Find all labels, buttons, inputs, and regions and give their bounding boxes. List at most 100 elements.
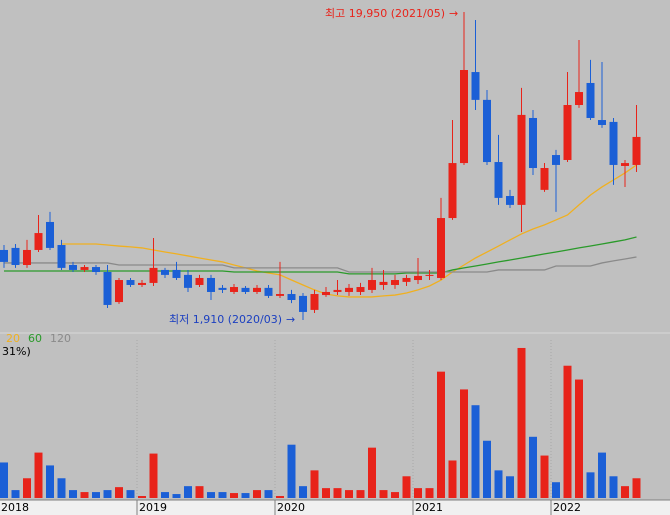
volume-bar [218,492,227,498]
candle-body [356,287,365,292]
x-tick-label: 2019 [139,501,167,514]
candle-body [103,271,112,305]
volume-bar [115,487,123,498]
candle-body [80,267,89,270]
volume-bar [287,444,296,498]
candle-body [529,117,537,169]
volume-bar [57,478,66,498]
candle-body [218,287,227,290]
volume-bar [632,478,641,498]
volume-bar [586,472,595,498]
ma-line [4,236,637,275]
volume-bar [471,405,480,498]
candle-body [552,155,560,165]
volume-bar [149,453,158,498]
candle-body [172,269,181,278]
volume-bar [253,490,261,498]
volume-bar [333,488,342,498]
volume-bar [138,496,146,498]
volume-label: 31%) [2,345,31,358]
low-arrow: → [286,313,295,326]
volume-bar [264,490,273,498]
candle-body [563,105,572,160]
x-tick-label: 2021 [415,501,443,514]
candle-body [575,92,583,106]
candle-body [310,294,319,310]
candle-body [230,287,238,292]
candle-body [333,289,342,292]
volume-bar [0,462,8,498]
candle-body [414,275,422,281]
candle-body [253,287,261,292]
candle-body [0,249,8,262]
volume-bar [172,494,181,498]
x-tick-label: 2018 [1,501,29,514]
volume-bar [34,452,43,498]
volume-bar [184,486,192,498]
legend-entry: 120 [50,332,71,345]
candle-body [506,196,514,205]
volume-bar [483,440,491,498]
volume-bar [345,490,353,498]
volume-bar [437,371,445,498]
candle-body [138,282,146,285]
volume-bar [310,470,319,498]
volume-bar [414,488,422,498]
volume-bar [517,347,526,498]
candle-body [115,280,123,303]
volume-bar [299,486,307,498]
legend-entry: 60 [28,332,42,345]
candle-body [517,114,526,205]
high-arrow: → [449,7,458,20]
volume-bar [103,490,112,498]
volume-bar [391,492,399,498]
candle-body [69,264,77,270]
candle-body [299,295,307,312]
candle-body [621,163,629,166]
candle-body [402,277,411,282]
volume-bar [207,492,215,498]
candle-body [264,287,273,296]
volume-bar [552,482,560,498]
volume-bar [161,492,169,498]
volume-bar [379,490,388,498]
x-axis-strip [0,500,670,515]
candle-body [161,269,169,275]
ma-line [61,164,637,298]
high-annotation: 최고 19,950 (2021/05) [325,7,445,20]
volume-bar [126,490,135,498]
candle-body [598,120,606,125]
volume-bar [276,496,284,498]
x-tick-label: 2022 [553,501,581,514]
volume-bar [195,486,204,498]
volume-bar [598,452,606,498]
volume-bar [80,492,89,498]
legend-entry: 20 [6,332,20,345]
volume-bar [92,492,100,498]
volume-bar [609,476,618,498]
volume-bar [241,493,250,498]
candle-body [46,221,54,248]
candle-body [241,287,250,292]
volume-bar [506,476,514,498]
low-annotation: 최저 1,910 (2020/03) [169,313,282,326]
volume-bar [494,470,503,498]
candle-body [471,72,480,100]
volume-bar [621,486,629,498]
candle-body [207,277,215,292]
candle-body [345,287,353,292]
candle-body [92,267,100,272]
candle-body [632,136,641,165]
candle-body [184,274,192,288]
volume-bar [563,365,572,498]
candle-body [287,294,296,300]
candle-body [609,121,618,165]
candle-body [11,247,20,265]
volume-bar [322,488,330,498]
candle-body [195,277,204,285]
candle-body [391,280,399,285]
candle-body [586,82,595,118]
candle-body [379,281,388,285]
candle-body [483,99,491,163]
